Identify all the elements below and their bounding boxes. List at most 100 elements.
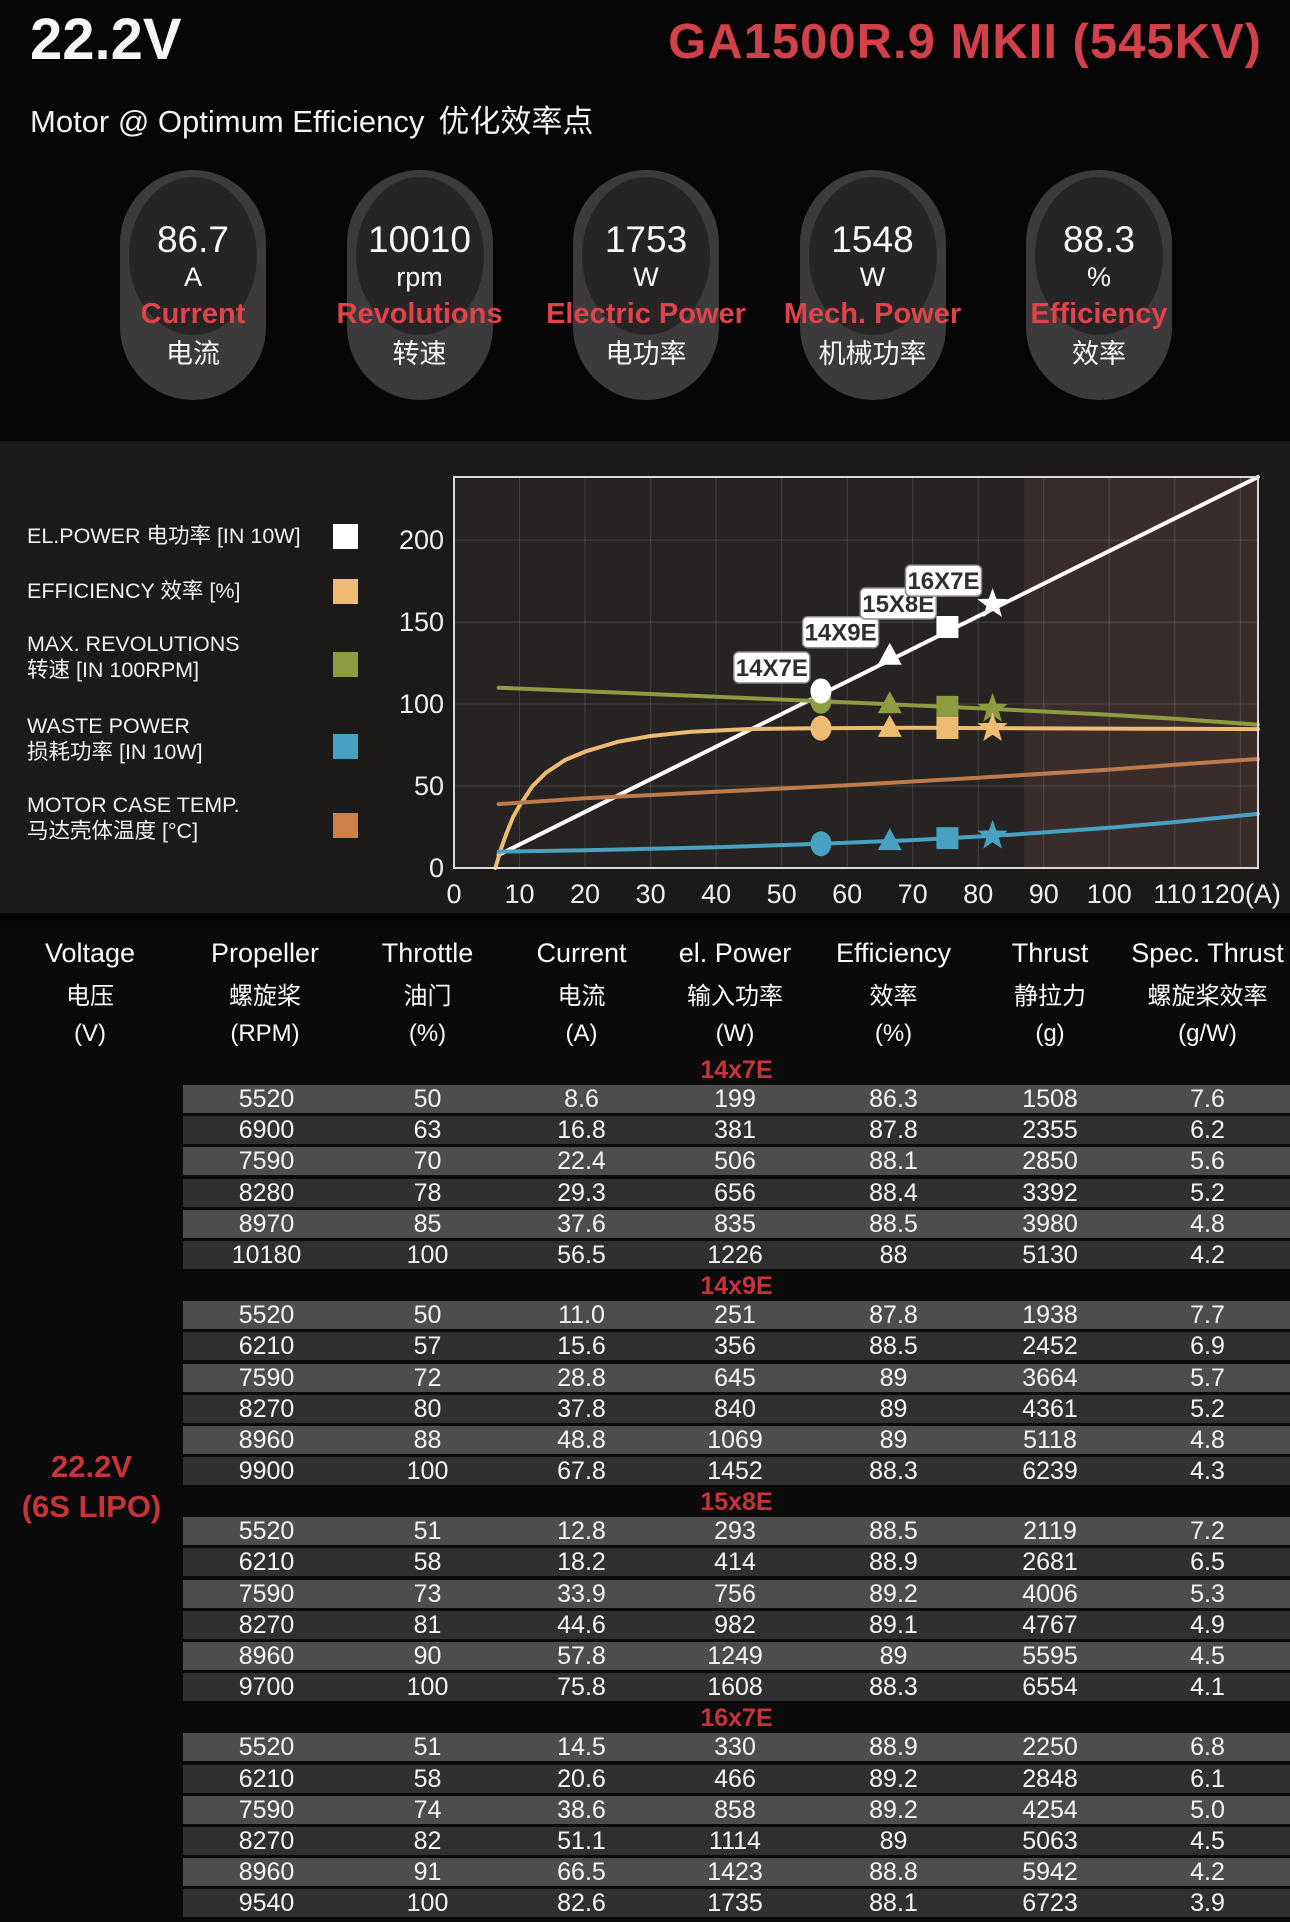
column-header-en: Throttle [381,938,474,968]
table-cell: 3980 [1022,1209,1078,1238]
table-cell: 88.5 [869,1209,918,1238]
table-cell: 7590 [238,1363,295,1392]
table-cell: 1508 [1022,1085,1078,1113]
x-tick-label: 110 [1153,879,1196,909]
column-header-el-power: el. Power 输入功率 (W) [658,938,812,1048]
table-cell: 88.3 [869,1673,918,1702]
table-cell: 9540 [238,1889,295,1918]
table-cell: 38.6 [557,1795,606,1824]
table-row: 5520 51 14.5 330 88.9 2250 6.8 [183,1733,1290,1762]
table-cell: 356 [714,1332,756,1361]
table-cell: 88.5 [869,1332,918,1361]
table-cell: 22.4 [557,1147,606,1176]
table-row: 8270 82 51.1 1114 89 5063 4.5 [183,1826,1290,1855]
legend-item-label: 损耗功率 [IN 10W] [27,740,203,764]
table-cell: 1069 [707,1425,763,1454]
table-cell: 88.5 [869,1517,918,1546]
prop-label-16X7E: 16X7E [907,568,979,595]
table-cell: 5.2 [1190,1394,1225,1423]
motor-model-title: GA1500R.9 MKII (545KV) [668,15,1262,69]
table-row: 6210 58 18.2 414 88.9 2681 6.5 [183,1548,1290,1577]
column-header-zh: 螺旋桨效率 [1147,983,1268,1010]
table-cell: 5.3 [1190,1579,1225,1608]
page-title-voltage: 22.2V [30,7,182,72]
table-cell: 8270 [238,1610,295,1639]
legend-item-label: 马达壳体温度 [°C] [27,819,199,843]
table-cell: 3392 [1022,1178,1078,1207]
table-cell: 5.0 [1190,1795,1225,1824]
column-header-unit: (%) [408,1020,447,1047]
marker-efficiency-14X9E [877,714,902,737]
stat-badge-revolutions: 10010 rpm Revolutions 转速 [337,170,502,400]
marker-waste-16X7E [977,819,1008,849]
table-cell: 7.6 [1190,1085,1225,1113]
badge-label-zh: 效率 [1072,339,1126,369]
table-row: 9900 100 67.8 1452 88.3 6239 4.3 [183,1457,1290,1486]
legend-swatch [333,734,358,759]
table-cell: 89 [879,1642,908,1670]
stat-badge-electric-power: 1753 W Electric Power 电功率 [546,170,746,400]
table-cell: 7.2 [1190,1517,1225,1546]
propeller-section-header-16x7E: 16x7E [183,1704,1290,1734]
table-cell: 82 [413,1826,442,1855]
table-cell: 15.6 [557,1332,606,1361]
table-cell: 4.1 [1190,1673,1225,1702]
table-cell: 82.6 [557,1889,606,1918]
legend-item: MOTOR CASE TEMP. 马达壳体温度 [°C] [27,792,327,844]
legend-swatch [333,524,358,549]
table-cell: 88.1 [869,1889,918,1918]
table-cell: 78 [413,1178,442,1207]
table-cell: 6210 [238,1332,295,1361]
table-cell: 6554 [1022,1673,1078,1702]
column-header-en: Thrust [1011,938,1089,968]
y-tick-label: 50 [414,771,444,801]
table-cell: 2452 [1022,1332,1078,1361]
table-cell: 858 [714,1795,756,1824]
marker-elpower-14X9E [877,642,902,665]
table-cell: 88.3 [869,1457,918,1486]
table-cell: 6210 [238,1548,295,1577]
subtitle-zh: 优化效率点 [438,104,594,139]
table-cell: 14.5 [557,1733,606,1762]
table-cell: 90 [413,1642,442,1670]
column-header-efficiency: Efficiency 效率 (%) [812,938,975,1048]
prop-label-box-14X9E [801,615,880,649]
badge-label-zh: 电功率 [605,339,687,369]
legend-item: WASTE POWER 损耗功率 [IN 10W] [27,713,327,765]
table-cell: 293 [714,1517,756,1546]
table-cell: 6.5 [1190,1548,1225,1577]
table-cell: 2848 [1022,1764,1078,1793]
table-cell: 88 [413,1425,442,1454]
legend-item-label: WASTE POWER [27,714,190,738]
table-cell: 12.8 [557,1517,606,1546]
table-cell: 1114 [709,1826,761,1855]
table-cell: 330 [714,1733,756,1762]
x-tick-label: 80 [963,879,993,909]
legend-item-label: EL.POWER 电功率 [IN 10W] [27,524,301,548]
column-header-en: Propeller [210,938,320,968]
table-cell: 72 [413,1363,442,1392]
table-cell: 5.6 [1190,1147,1225,1176]
table-row: 5520 50 8.6 199 86.3 1508 7.6 [183,1085,1290,1113]
table-row: 7590 70 22.4 506 88.1 2850 5.6 [183,1147,1290,1176]
table-cell: 466 [714,1764,756,1793]
table-cell: 251 [714,1301,756,1330]
badge-unit: W [859,262,886,292]
table-cell: 1938 [1022,1301,1078,1330]
table-cell: 5130 [1022,1240,1078,1269]
table-cell: 100 [406,1673,449,1702]
column-header-unit: (RPM) [230,1020,300,1047]
table-row: 5520 51 12.8 293 88.5 2119 7.2 [183,1517,1290,1546]
series-motor_temp [496,757,1260,807]
table-cell: 51 [413,1733,442,1762]
y-tick-label: 0 [429,853,444,883]
table-cell: 3664 [1022,1363,1078,1392]
table-cell: 5520 [238,1517,295,1546]
table-cell: 11.0 [558,1301,605,1330]
table-cell: 7590 [238,1795,295,1824]
column-header-zh: 静拉力 [1014,983,1086,1010]
table-cell: 73 [413,1579,442,1608]
table-cell: 645 [714,1363,756,1392]
table-cell: 8960 [238,1858,295,1887]
